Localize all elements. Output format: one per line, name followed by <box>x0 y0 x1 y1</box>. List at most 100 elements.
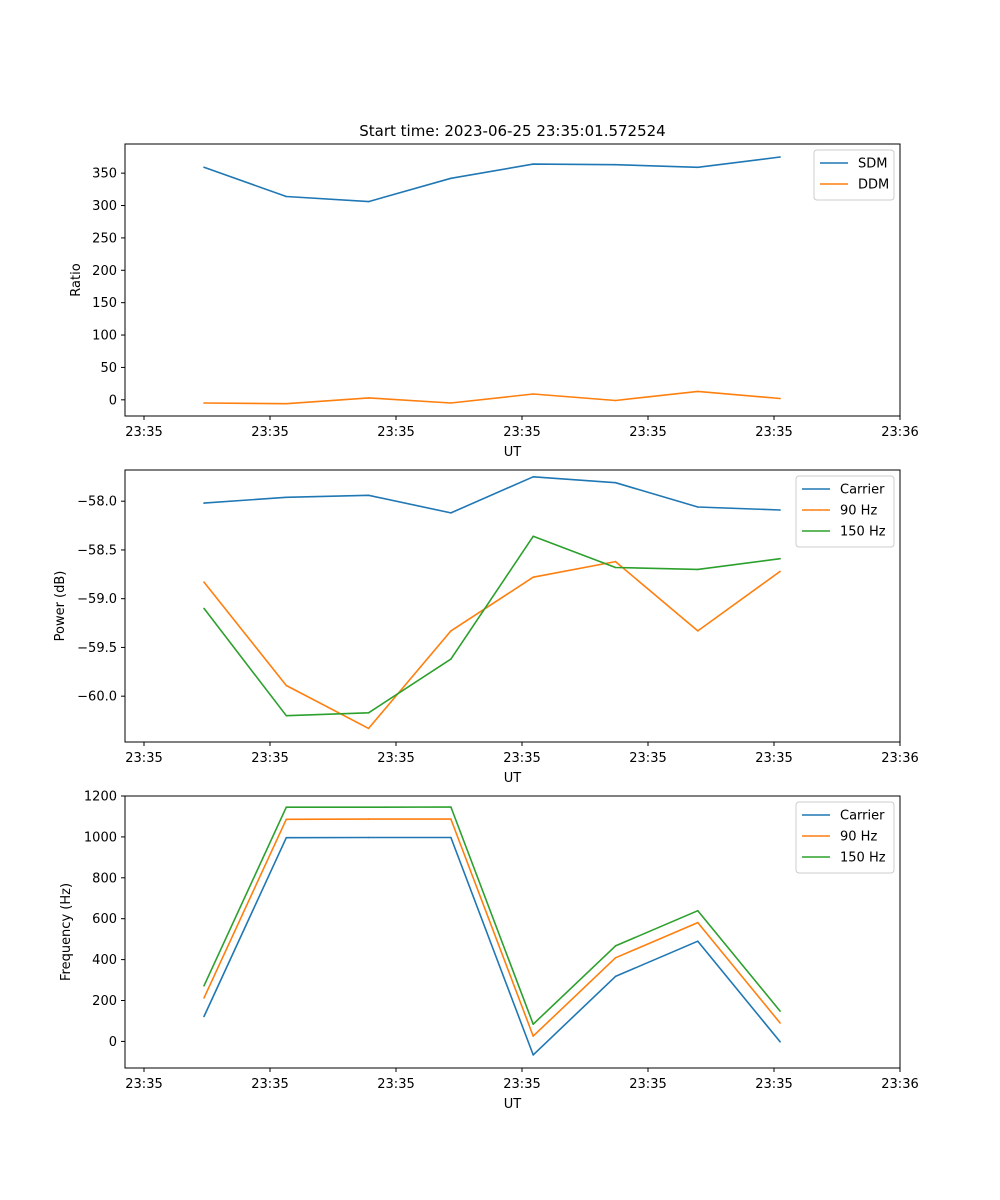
x-tick-label: 23:35 <box>503 751 540 766</box>
data-point <box>614 163 617 166</box>
x-tick-label: 23:35 <box>755 425 792 440</box>
data-point <box>367 818 370 820</box>
data-point <box>203 997 205 999</box>
frequency-panel: 23:35 23:35 23:35 23:35 23:35 23:35 23:36 0 200… <box>59 790 919 1113</box>
data-point <box>779 509 781 511</box>
y-axis-label: Ratio <box>69 263 84 296</box>
y-tick-label: 600 <box>92 912 117 927</box>
data-point <box>697 390 699 393</box>
y-axis-label: Frequency (Hz) <box>59 883 74 981</box>
data-point <box>614 945 617 947</box>
legend-box <box>795 475 895 548</box>
series-line-150-hz <box>203 535 781 717</box>
y-tick-label: −58.5 <box>77 543 117 558</box>
legend-box <box>795 801 895 874</box>
series-line-carrier <box>203 836 781 1056</box>
frequency-x-ticks: 23:35 23:35 23:35 23:35 23:35 23:35 23:36 <box>125 1068 919 1092</box>
data-point <box>532 163 534 165</box>
power-axes-frame <box>124 469 901 743</box>
data-point <box>367 397 370 399</box>
data-point <box>779 397 781 400</box>
ratio-y-ticks: 0 50 100 150 200 250 300 350 <box>92 167 125 408</box>
x-tick-label: 23:35 <box>377 1077 414 1092</box>
ratio-axes-frame <box>124 143 901 417</box>
data-point <box>697 506 699 508</box>
series-line-ddm <box>203 390 781 405</box>
legend-label: DDM <box>858 178 889 193</box>
legend-label: SDM <box>858 157 887 172</box>
legend-label: 90 Hz <box>840 830 877 845</box>
x-tick-label: 23:35 <box>629 751 666 766</box>
data-point <box>614 957 617 959</box>
data-point <box>614 566 617 569</box>
data-point <box>532 1054 534 1056</box>
data-point <box>697 909 699 912</box>
data-point <box>367 200 370 203</box>
data-point <box>450 836 452 839</box>
y-tick-label: −58.0 <box>77 495 117 510</box>
x-tick-label: 23:36 <box>881 751 918 766</box>
frequency-line-series <box>203 806 781 1056</box>
y-tick-label: 1000 <box>84 830 117 845</box>
data-point <box>367 806 370 808</box>
x-tick-label: 23:35 <box>125 751 162 766</box>
y-tick-label: 200 <box>92 264 117 279</box>
y-tick-label: 200 <box>92 994 117 1009</box>
data-point <box>203 502 205 504</box>
data-point <box>532 576 534 578</box>
y-tick-label: 100 <box>92 329 117 344</box>
data-point <box>697 568 699 571</box>
data-point <box>285 684 288 687</box>
ratio-line-series <box>203 156 781 405</box>
y-tick-label: 400 <box>92 953 117 968</box>
series-line-90-hz <box>203 818 781 1037</box>
frequency-axes-frame <box>124 795 901 1069</box>
y-axis-label: Power (dB) <box>53 571 68 642</box>
data-point <box>367 712 370 714</box>
data-point <box>367 494 370 497</box>
power-x-ticks: 23:35 23:35 23:35 23:35 23:35 23:35 23:36 <box>125 742 919 766</box>
x-tick-label: 23:35 <box>755 751 792 766</box>
data-point <box>285 496 288 499</box>
x-tick-label: 23:35 <box>629 1077 666 1092</box>
data-point <box>450 630 452 632</box>
y-tick-label: −59.5 <box>77 641 117 656</box>
y-tick-label: 350 <box>92 167 117 182</box>
legend-label: 150 Hz <box>840 851 886 866</box>
data-point <box>697 921 699 924</box>
data-point <box>697 630 699 632</box>
data-point <box>779 1041 781 1043</box>
x-tick-label: 23:35 <box>251 1077 288 1092</box>
x-tick-label: 23:36 <box>881 1077 918 1092</box>
data-point <box>285 806 288 808</box>
data-point <box>532 1035 534 1037</box>
power-panel: 23:35 23:35 23:35 23:35 23:35 23:35 23:36 −60.… <box>53 469 919 786</box>
x-tick-label: 23:36 <box>881 425 918 440</box>
y-tick-label: −59.0 <box>77 592 117 607</box>
ratio-x-ticks: 23:35 23:35 23:35 23:35 23:35 23:35 23:36 <box>125 416 919 440</box>
y-tick-label: 0 <box>109 1035 117 1050</box>
data-point <box>450 512 452 514</box>
y-tick-label: −60.0 <box>77 690 117 705</box>
data-point <box>367 836 370 839</box>
data-point <box>779 1010 781 1012</box>
y-tick-label: 150 <box>92 296 117 311</box>
data-point <box>697 166 699 169</box>
data-point <box>450 177 452 180</box>
data-point <box>203 1015 205 1018</box>
data-point <box>614 481 617 484</box>
data-point <box>285 836 288 839</box>
legend-label: 90 Hz <box>840 504 877 519</box>
data-point <box>532 476 534 478</box>
frequency-y-ticks: 0 200 400 600 800 1000 1200 <box>84 790 125 1050</box>
data-point <box>285 195 288 198</box>
data-point <box>203 166 205 169</box>
legend-label: Carrier <box>840 809 885 824</box>
legend-label: 150 Hz <box>840 525 886 540</box>
data-point <box>285 714 288 717</box>
x-tick-label: 23:35 <box>251 751 288 766</box>
data-point <box>614 560 617 563</box>
x-tick-label: 23:35 <box>377 751 414 766</box>
legend-label: Carrier <box>840 483 885 498</box>
